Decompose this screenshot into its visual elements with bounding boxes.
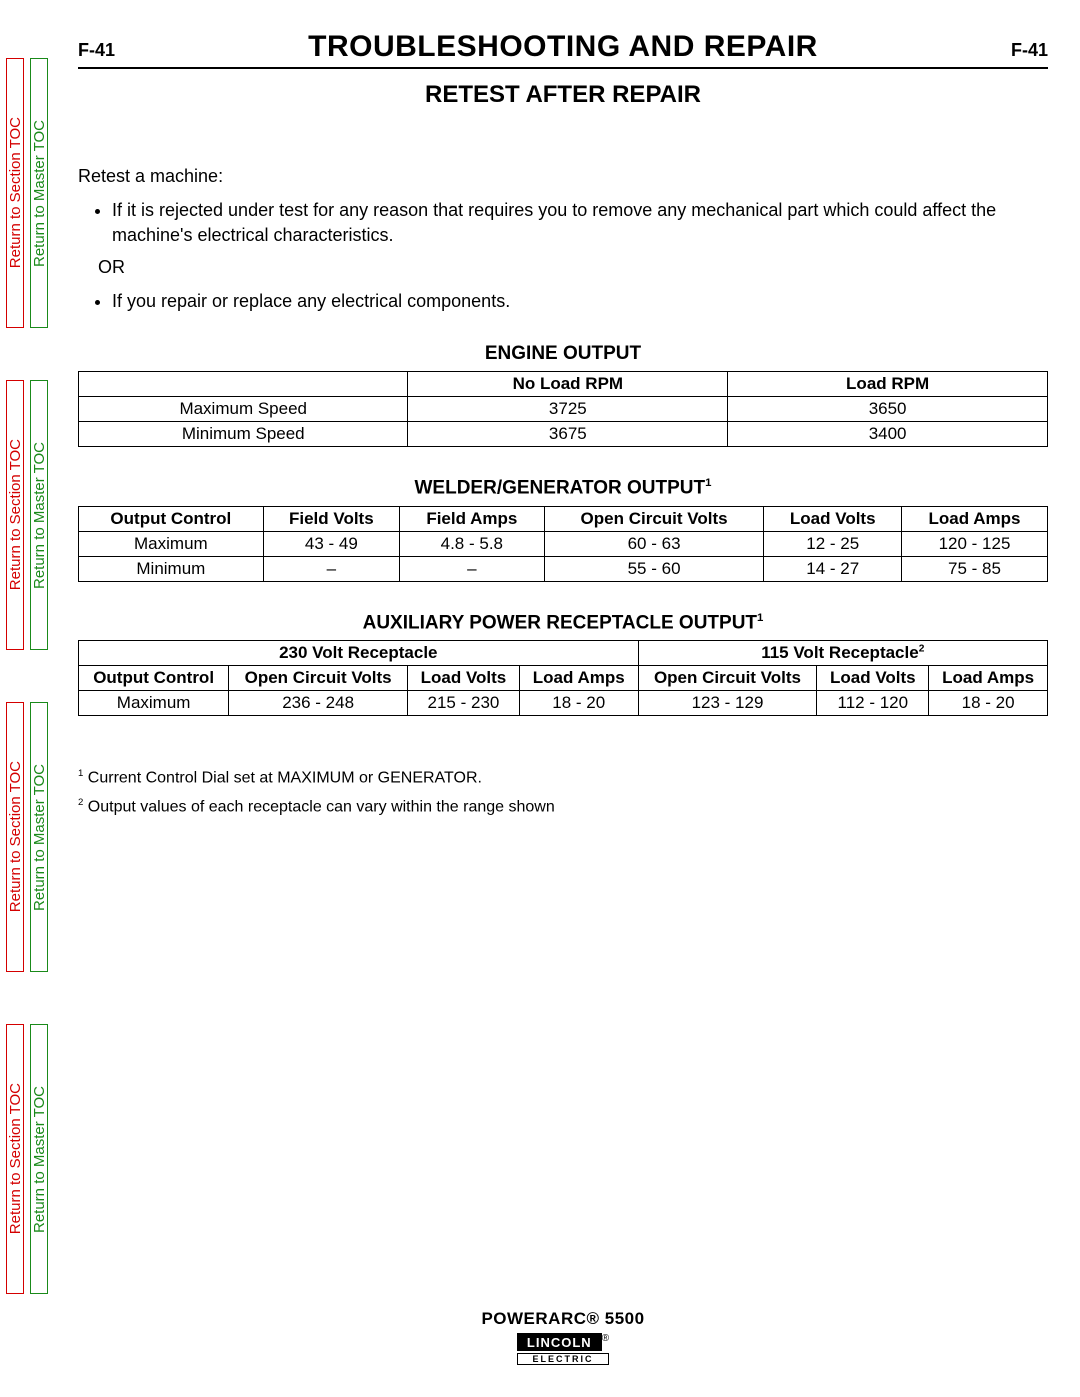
intro-or: OR — [98, 255, 1048, 279]
col: Load Amps — [519, 666, 638, 691]
tab-label: Return to Section TOC — [7, 1083, 24, 1234]
tab-label: Return to Section TOC — [7, 117, 24, 268]
page-title: TROUBLESHOOTING AND REPAIR — [138, 30, 988, 64]
col: Load Amps — [901, 506, 1047, 531]
tab-label: Return to Section TOC — [7, 439, 24, 590]
lincoln-logo: LINCOLN® ELECTRIC — [517, 1333, 609, 1365]
tab-label: Return to Master TOC — [31, 120, 48, 267]
cell: Minimum — [79, 556, 264, 581]
cell: Maximum Speed — [79, 397, 408, 422]
tab-label: Return to Master TOC — [31, 764, 48, 911]
cell: 14 - 27 — [764, 556, 902, 581]
cell: 3400 — [728, 422, 1048, 447]
cell: – — [399, 556, 544, 581]
cell: 215 - 230 — [408, 691, 520, 716]
return-section-toc-1[interactable]: Return to Section TOC — [6, 58, 24, 328]
page-header: F-41 TROUBLESHOOTING AND REPAIR F-41 — [78, 30, 1048, 69]
col-noload: No Load RPM — [408, 372, 728, 397]
return-section-toc-4[interactable]: Return to Section TOC — [6, 1024, 24, 1294]
col: Load Volts — [408, 666, 520, 691]
table-group-row: 230 Volt Receptacle 115 Volt Receptacle2 — [79, 641, 1048, 666]
cell: 12 - 25 — [764, 531, 902, 556]
col-load: Load RPM — [728, 372, 1048, 397]
footnote-2: 2 Output values of each receptacle can v… — [78, 797, 1048, 816]
group-115v: 115 Volt Receptacle2 — [638, 641, 1047, 666]
table-row: Maximum 43 - 49 4.8 - 5.8 60 - 63 12 - 2… — [79, 531, 1048, 556]
page-subtitle: RETEST AFTER REPAIR — [78, 81, 1048, 109]
col-blank — [79, 372, 408, 397]
cell: 3725 — [408, 397, 728, 422]
table-row: Minimum Speed 3675 3400 — [79, 422, 1048, 447]
cell: 60 - 63 — [544, 531, 764, 556]
product-name: POWERARC® 5500 — [78, 1309, 1048, 1329]
col: Field Volts — [263, 506, 399, 531]
cell: Minimum Speed — [79, 422, 408, 447]
intro-block: Retest a machine: If it is rejected unde… — [78, 164, 1048, 313]
cell: Maximum — [79, 531, 264, 556]
return-master-toc-1[interactable]: Return to Master TOC — [30, 58, 48, 328]
col: Open Circuit Volts — [638, 666, 817, 691]
tab-label: Return to Master TOC — [31, 442, 48, 589]
return-section-toc-3[interactable]: Return to Section TOC — [6, 702, 24, 972]
cell: 120 - 125 — [901, 531, 1047, 556]
col: Load Volts — [764, 506, 902, 531]
cell: 112 - 120 — [817, 691, 929, 716]
return-master-toc-2[interactable]: Return to Master TOC — [30, 380, 48, 650]
welder-output-table: Output Control Field Volts Field Amps Op… — [78, 506, 1048, 582]
logo-text: LINCOLN — [517, 1333, 602, 1351]
logo-sub: ELECTRIC — [517, 1353, 609, 1365]
return-master-toc-3[interactable]: Return to Master TOC — [30, 702, 48, 972]
logo-reg: ® — [602, 1333, 609, 1344]
cell: 43 - 49 — [263, 531, 399, 556]
table-row: Minimum – – 55 - 60 14 - 27 75 - 85 — [79, 556, 1048, 581]
group-230v: 230 Volt Receptacle — [79, 641, 639, 666]
return-section-toc-2[interactable]: Return to Section TOC — [6, 380, 24, 650]
engine-output-heading: ENGINE OUTPUT — [78, 343, 1048, 365]
col: Output Control — [79, 506, 264, 531]
intro-lead: Retest a machine: — [78, 164, 1048, 188]
cell: 75 - 85 — [901, 556, 1047, 581]
tab-label: Return to Master TOC — [31, 1086, 48, 1233]
cell: 3675 — [408, 422, 728, 447]
page-footer: POWERARC® 5500 LINCOLN® ELECTRIC — [78, 1309, 1048, 1367]
welder-output-heading: WELDER/GENERATOR OUTPUT1 — [78, 477, 1048, 499]
intro-bullet-2: If you repair or replace any electrical … — [112, 289, 1048, 313]
engine-output-table: No Load RPM Load RPM Maximum Speed 3725 … — [78, 371, 1048, 447]
table-header-row: No Load RPM Load RPM — [79, 372, 1048, 397]
return-master-toc-4[interactable]: Return to Master TOC — [30, 1024, 48, 1294]
page-number-right: F-41 — [988, 40, 1048, 61]
cell: 3650 — [728, 397, 1048, 422]
aux-output-heading: AUXILIARY POWER RECEPTACLE OUTPUT1 — [78, 612, 1048, 634]
page-number-left: F-41 — [78, 40, 138, 61]
cell: 18 - 20 — [519, 691, 638, 716]
intro-bullet-1: If it is rejected under test for any rea… — [112, 198, 1048, 247]
cell: 123 - 129 — [638, 691, 817, 716]
table-row: Maximum 236 - 248 215 - 230 18 - 20 123 … — [79, 691, 1048, 716]
aux-output-table: 230 Volt Receptacle 115 Volt Receptacle2… — [78, 640, 1048, 716]
col: Load Amps — [929, 666, 1048, 691]
tab-label: Return to Section TOC — [7, 761, 24, 912]
table-row: Maximum Speed 3725 3650 — [79, 397, 1048, 422]
cell: 55 - 60 — [544, 556, 764, 581]
table-header-row: Output Control Field Volts Field Amps Op… — [79, 506, 1048, 531]
col: Output Control — [79, 666, 229, 691]
cell: 18 - 20 — [929, 691, 1048, 716]
cell: 4.8 - 5.8 — [399, 531, 544, 556]
col: Field Amps — [399, 506, 544, 531]
footnotes: 1 Current Control Dial set at MAXIMUM or… — [78, 768, 1048, 817]
cell: – — [263, 556, 399, 581]
col: Open Circuit Volts — [229, 666, 408, 691]
col: Load Volts — [817, 666, 929, 691]
cell: 236 - 248 — [229, 691, 408, 716]
col: Open Circuit Volts — [544, 506, 764, 531]
footnote-1: 1 Current Control Dial set at MAXIMUM or… — [78, 768, 1048, 787]
table-header-row: Output Control Open Circuit Volts Load V… — [79, 666, 1048, 691]
cell: Maximum — [79, 691, 229, 716]
